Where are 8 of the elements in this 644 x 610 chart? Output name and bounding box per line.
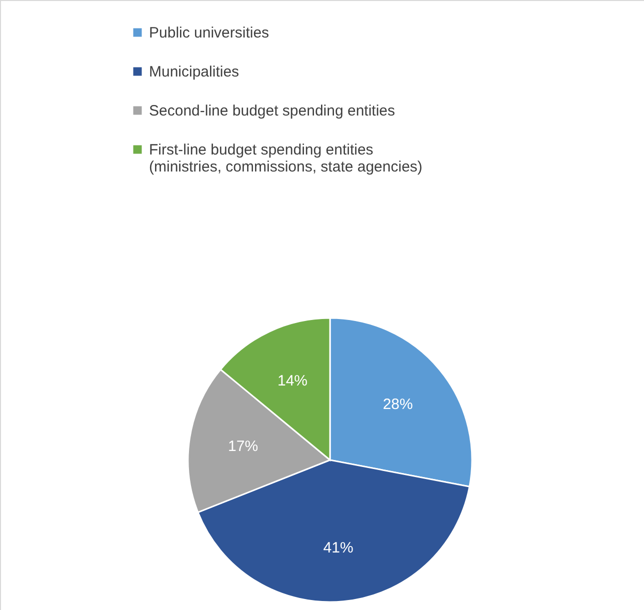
data-label: 14% — [278, 372, 308, 390]
data-label: 17% — [228, 438, 258, 456]
legend-label: Municipalities — [149, 64, 240, 80]
legend-label: First-line budget spending entities (ministries, commissions, state agencies) — [149, 142, 422, 176]
data-label: 41% — [323, 540, 354, 557]
data-label: 28% — [382, 396, 413, 413]
legend-label: Second-line budget spending entities — [149, 102, 396, 120]
legend-label: Public universities — [149, 24, 270, 42]
